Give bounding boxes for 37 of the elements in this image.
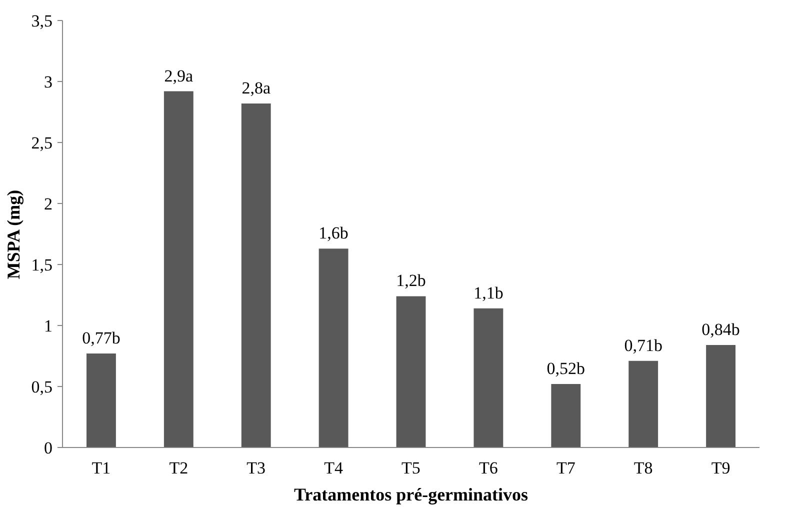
x-tick-label: T8 [634,458,653,478]
x-tick-label: T4 [324,458,344,478]
x-tick-label: T3 [246,458,266,478]
data-label: 0,84b [702,320,740,340]
y-tick-label: 1,5 [31,256,52,274]
x-tick-label: T5 [402,458,420,478]
data-label: 0,52b [546,359,586,378]
y-tick-label: 2,5 [31,134,52,152]
bar [241,103,271,448]
bar [551,384,581,448]
y-tick-label: 3,5 [31,12,52,30]
data-label: 0,71b [624,336,662,355]
y-tick-label: 2 [44,194,52,214]
y-tick-label: 0,5 [31,378,52,396]
data-label: 1,1b [474,283,504,302]
x-tick-label: T9 [711,458,730,478]
y-tick-label: 1 [44,316,52,336]
x-tick-label: T6 [479,458,498,478]
data-label: 2,9a [164,66,194,86]
data-label: 1,6b [318,224,348,243]
data-label: 0,77b [82,328,120,348]
bar [474,308,504,448]
bar [706,345,736,448]
x-tick-label: T7 [556,458,576,478]
bar [164,91,194,448]
x-tick-label: T1 [92,458,111,478]
bar [318,248,348,448]
x-axis-title: Tratamentos pré-germinativos [294,484,528,504]
y-tick-label: 0 [44,438,52,458]
bar [86,354,116,448]
bar [628,360,658,448]
y-tick-label: 3 [44,72,52,92]
y-axis-title: MSPA (mg) [3,190,24,280]
data-label: 1,2b [396,271,426,290]
bar [396,296,426,448]
data-label: 2,8a [242,78,271,98]
x-tick-label: T2 [169,458,188,478]
